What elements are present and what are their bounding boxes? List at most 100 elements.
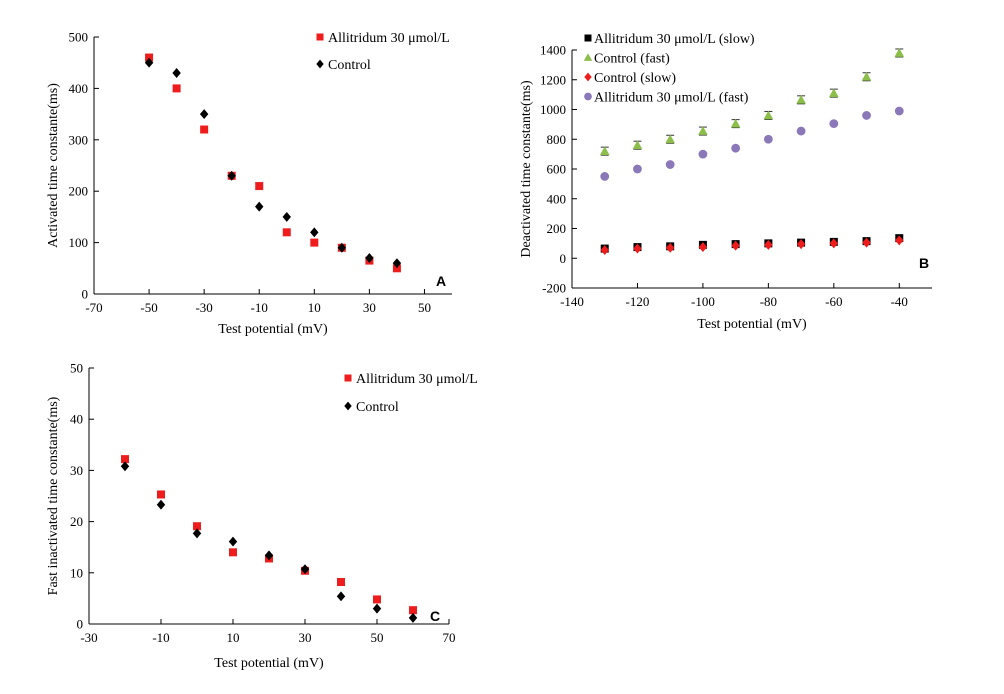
x-axis-label: Test potential (mV) xyxy=(697,317,807,332)
data-point xyxy=(894,48,905,57)
data-point xyxy=(698,149,708,159)
data-point xyxy=(796,126,806,136)
data-point xyxy=(829,238,839,249)
data-point xyxy=(121,455,129,464)
data-point xyxy=(731,240,740,251)
x-axis-label: Test potential (mV) xyxy=(218,322,328,337)
x-tick-label: -30 xyxy=(195,300,212,315)
chart-panel-a: 0 100 200 300 400 500 -70 -50 -30 -10 10 30 50 Test p… xyxy=(46,30,452,337)
data-point xyxy=(600,172,610,181)
data-point xyxy=(199,109,209,120)
data-point xyxy=(282,211,291,222)
y-tick-label: 100 xyxy=(69,235,89,250)
data-point xyxy=(408,612,418,623)
data-point xyxy=(633,243,642,254)
legend-marker xyxy=(316,33,324,41)
y-tick-label: 40 xyxy=(70,412,83,427)
x-tick-label: -70 xyxy=(85,300,102,315)
data-point xyxy=(665,242,675,253)
y-tick-label: 1400 xyxy=(540,43,566,58)
data-point xyxy=(862,237,871,248)
x-tick-label: -30 xyxy=(80,630,97,645)
x-tick-label: 50 xyxy=(418,300,431,315)
x-tick-label: -10 xyxy=(251,300,268,315)
series-0 xyxy=(600,234,904,253)
data-point xyxy=(796,95,806,104)
legend-entry: Allitridum 30 μmol/L xyxy=(328,31,450,46)
legend: Allitridum 30 μmol/L Control xyxy=(344,372,478,415)
y-tick-label: 400 xyxy=(69,81,89,96)
x-tick-label: -140 xyxy=(560,294,584,309)
data-point xyxy=(633,164,642,174)
series-2 xyxy=(600,235,904,256)
panel-letter: B xyxy=(919,255,929,271)
y-tick-label: -200 xyxy=(542,281,566,296)
data-point xyxy=(861,71,872,81)
data-point xyxy=(157,490,165,499)
x-tick-label: -120 xyxy=(626,294,650,309)
data-point xyxy=(145,53,154,62)
data-point xyxy=(227,170,236,181)
y-tick-label: 600 xyxy=(547,162,567,177)
data-point xyxy=(172,84,181,93)
data-point xyxy=(763,134,773,144)
y-axis-label: Fast inactivated time constante(ms) xyxy=(46,396,61,595)
x-tick-label: -40 xyxy=(891,294,908,309)
data-point xyxy=(365,253,374,263)
y-tick-label: 300 xyxy=(69,132,89,147)
data-point xyxy=(372,603,382,614)
y-tick-label: 0 xyxy=(560,251,567,266)
legend-entry: Control xyxy=(328,58,371,73)
legend-entry: Allitridum 30 μmol/L xyxy=(356,372,478,387)
panel-letter: C xyxy=(430,608,440,624)
data-point xyxy=(829,119,839,129)
y-tick-label: 1200 xyxy=(540,72,566,87)
x-tick-label: 70 xyxy=(443,630,456,645)
legend-marker xyxy=(584,34,592,42)
data-point xyxy=(300,564,310,575)
data-point xyxy=(310,227,319,238)
data-point xyxy=(392,258,402,269)
y-axis-label: Activated time constante(ms) xyxy=(46,83,61,248)
y-tick-label: 0 xyxy=(77,617,84,632)
legend-entry: Allitridum 30 μmol/L (fast) xyxy=(594,91,749,106)
series-0 xyxy=(121,455,417,615)
data-point xyxy=(264,550,274,561)
y-tick-label: 10 xyxy=(70,565,83,580)
data-point xyxy=(862,111,871,120)
legend-entry: Control (fast) xyxy=(594,52,670,67)
data-point xyxy=(373,595,381,604)
data-point xyxy=(763,110,774,120)
panel-letter: A xyxy=(436,273,446,289)
x-tick-label: 10 xyxy=(308,300,321,315)
data-point xyxy=(730,118,741,128)
x-tick-label: -50 xyxy=(140,300,157,315)
y-axis-label: Deactivated time constante(ms) xyxy=(519,80,534,258)
data-point xyxy=(698,126,708,135)
data-point xyxy=(193,522,201,531)
y-tick-label: 400 xyxy=(547,191,567,206)
data-point xyxy=(144,57,154,68)
x-tick-label: -60 xyxy=(825,294,842,309)
data-point xyxy=(120,461,130,472)
data-point xyxy=(599,146,610,155)
x-tick-label: -100 xyxy=(691,294,715,309)
data-point xyxy=(156,499,166,510)
data-point xyxy=(392,264,401,273)
legend-entry: Allitridum 30 μmol/L (slow) xyxy=(594,32,755,47)
data-point xyxy=(229,548,237,557)
x-axis-label: Test potential (mV) xyxy=(214,656,324,671)
y-tick-label: 200 xyxy=(547,221,567,236)
legend-marker xyxy=(584,92,592,101)
series-0 xyxy=(145,53,401,273)
legend-marker xyxy=(344,401,352,411)
x-tick-label: 30 xyxy=(363,300,376,315)
chart-panel-b: -200 0 200 400 600 800 1000 1200 1400 -140 -120 -10… xyxy=(519,32,932,332)
legend-marker xyxy=(316,59,324,69)
series-1 xyxy=(144,57,402,269)
data-point xyxy=(310,238,319,247)
x-tick-label: 10 xyxy=(227,630,240,645)
data-point xyxy=(255,182,264,191)
data-point xyxy=(796,239,806,250)
